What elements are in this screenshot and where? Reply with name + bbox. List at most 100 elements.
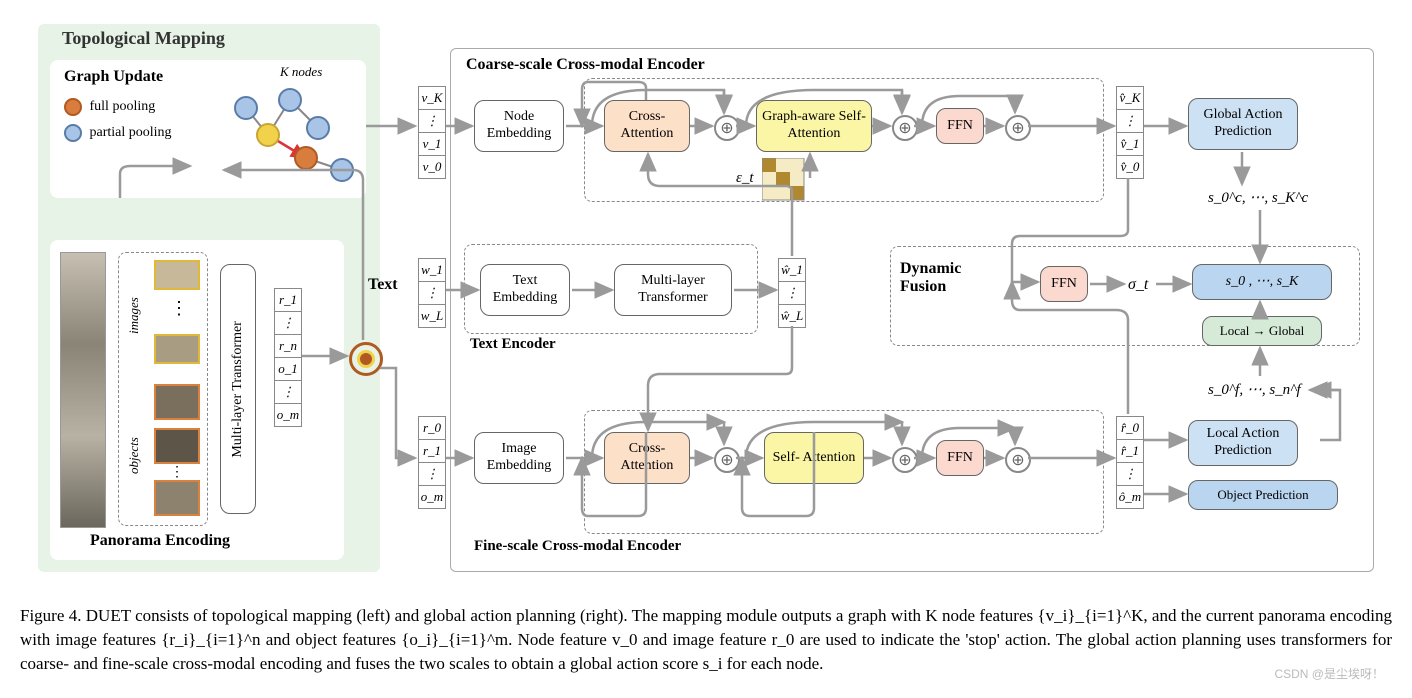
ffn-label: FFN xyxy=(947,118,973,135)
text-label: Text xyxy=(368,276,398,294)
sigma-label: σ_t xyxy=(1128,276,1148,294)
legend-partial-pooling: partial pooling xyxy=(64,124,172,142)
plus-icon: ⊕ xyxy=(892,447,918,473)
legend-full-pooling: full pooling xyxy=(64,98,155,116)
r-stack: r_0 r_1 ⋮ o_m xyxy=(418,416,446,509)
stack-cell: ô_m xyxy=(1116,485,1144,509)
fine-ffn: FFN xyxy=(936,440,984,476)
text-emb-label: Text Embedding xyxy=(485,273,565,307)
img-vdots: ⋮ xyxy=(170,298,188,319)
fusion-ffn: FFN xyxy=(1040,266,1088,302)
plus-icon: ⊕ xyxy=(1005,115,1031,141)
s-label: s_0 , ⋯, s_K xyxy=(1226,274,1299,291)
stack-cell: r_1 xyxy=(418,439,446,462)
ffn-label: FFN xyxy=(1051,276,1077,293)
full-pool-label: full pooling xyxy=(90,99,156,114)
stack-cell: r_1 xyxy=(274,288,302,311)
images-label: images xyxy=(126,278,142,334)
stack-cell: o_m xyxy=(274,403,302,427)
coarse-ffn: FFN xyxy=(936,108,984,144)
full-pool-dot-icon xyxy=(64,98,82,116)
fine-title: Fine-scale Cross-modal Encoder xyxy=(474,538,681,555)
plus-icon: ⊕ xyxy=(714,115,740,141)
stack-cell: ⋮ xyxy=(274,311,302,334)
v-stack: v_K ⋮ v_1 v_0 xyxy=(418,86,446,179)
stack-cell: r̂_0 xyxy=(1116,416,1144,439)
architecture-diagram: Topological Mapping Graph Update K nodes… xyxy=(20,20,1392,590)
stack-cell: v_K xyxy=(418,86,446,109)
stack-cell: ⋮ xyxy=(418,281,446,304)
cross-attn-label: Cross- Attention xyxy=(609,109,685,143)
stack-cell: o_m xyxy=(418,485,446,509)
stack-cell: o_1 xyxy=(274,357,302,380)
img-emb-label: Image Embedding xyxy=(479,441,559,475)
mlt2: Multi-layer Transformer xyxy=(614,264,732,316)
stack-cell: ⋮ xyxy=(778,281,806,304)
local-pred: Local Action Prediction xyxy=(1188,420,1298,466)
topo-title: Topological Mapping xyxy=(62,28,225,49)
stack-cell: v_1 xyxy=(418,132,446,155)
stack-cell: ⋮ xyxy=(1116,109,1144,132)
stack-cell: r_0 xyxy=(418,416,446,439)
stack-cell: ⋮ xyxy=(1116,462,1144,485)
rno-stack: r_1 ⋮ r_n o_1 ⋮ o_m xyxy=(274,288,302,427)
img-emb: Image Embedding xyxy=(474,432,564,484)
epsilon-matrix-icon xyxy=(762,158,818,202)
mlt-block: Multi-layer Transformer xyxy=(220,264,256,514)
local-global: Local → Global xyxy=(1202,316,1322,346)
s-output: s_0 , ⋯, s_K xyxy=(1192,264,1332,300)
panorama-image xyxy=(60,252,106,528)
vhat-stack: v̂_K ⋮ v̂_1 v̂_0 xyxy=(1116,86,1144,179)
ffn-label: FFN xyxy=(947,450,973,467)
graph-update-title: Graph Update xyxy=(64,68,163,86)
obj-pred-label: Object Prediction xyxy=(1217,487,1308,503)
stack-cell: v̂_1 xyxy=(1116,132,1144,155)
stack-cell: ⋮ xyxy=(274,380,302,403)
stack-cell: w_L xyxy=(418,304,446,328)
img-thumb-2 xyxy=(154,334,200,364)
watermark: CSDN @是尘埃呀！ xyxy=(12,665,1384,682)
stack-cell: v̂_K xyxy=(1116,86,1144,109)
mlt-label: Multi-layer Transformer xyxy=(230,321,247,457)
obj-vdots: ⋮ xyxy=(170,464,184,481)
stack-cell: ⋮ xyxy=(418,462,446,485)
stack-cell: v_0 xyxy=(418,155,446,179)
text-emb: Text Embedding xyxy=(480,264,570,316)
k-nodes-label: K nodes xyxy=(280,64,322,80)
local-global-label: Local → Global xyxy=(1220,323,1304,339)
stack-cell: v̂_0 xyxy=(1116,155,1144,179)
obj-thumb-1 xyxy=(154,384,200,420)
local-pred-label: Local Action Prediction xyxy=(1193,426,1293,460)
stack-cell: r̂_1 xyxy=(1116,439,1144,462)
coarse-cross-attn: Cross- Attention xyxy=(604,100,690,152)
panorama-title: Panorama Encoding xyxy=(90,532,230,550)
mlt2-label: Multi-layer Transformer xyxy=(619,273,727,307)
node-emb: Node Embedding xyxy=(474,100,564,152)
obj-pred: Object Prediction xyxy=(1188,480,1338,510)
location-marker-icon xyxy=(349,342,383,376)
text-encoder-title: Text Encoder xyxy=(470,336,556,353)
stack-cell: ⋮ xyxy=(418,109,446,132)
fine-self-attn: Self- Attention xyxy=(764,432,864,484)
what-stack: ŵ_1 ⋮ ŵ_L xyxy=(778,258,806,328)
self-attn-label: Self- Attention xyxy=(773,450,856,467)
epsilon-label: ε_t xyxy=(736,170,754,187)
partial-pool-label: partial pooling xyxy=(90,125,172,140)
coarse-title: Coarse-scale Cross-modal Encoder xyxy=(466,56,705,74)
plus-icon: ⊕ xyxy=(892,115,918,141)
obj-thumb-2 xyxy=(154,428,200,464)
stack-cell: ŵ_1 xyxy=(778,258,806,281)
sf-label: s_0^f, ⋯, s_n^f xyxy=(1208,380,1301,399)
plus-icon: ⊕ xyxy=(714,447,740,473)
rhat-stack: r̂_0 r̂_1 ⋮ ô_m xyxy=(1116,416,1144,509)
topo-graph-icon xyxy=(210,80,360,195)
stack-cell: ŵ_L xyxy=(778,304,806,328)
cross-attn-label: Cross- Attention xyxy=(609,441,685,475)
global-pred-label: Global Action Prediction xyxy=(1193,107,1293,141)
img-thumb-1 xyxy=(154,260,200,290)
fine-cross-attn: Cross- Attention xyxy=(604,432,690,484)
plus-icon: ⊕ xyxy=(1005,447,1031,473)
sc-label: s_0^c, ⋯, s_K^c xyxy=(1208,188,1308,207)
node-emb-label: Node Embedding xyxy=(479,109,559,143)
w-stack: w_1 ⋮ w_L xyxy=(418,258,446,328)
